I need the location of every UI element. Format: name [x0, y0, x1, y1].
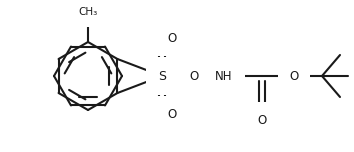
- Text: O: O: [257, 114, 267, 126]
- Text: O: O: [289, 69, 299, 83]
- Text: O: O: [189, 69, 199, 83]
- Text: NH: NH: [215, 69, 233, 83]
- Text: CH₃: CH₃: [78, 7, 98, 17]
- Text: O: O: [167, 31, 177, 45]
- Text: O: O: [167, 107, 177, 121]
- Text: S: S: [158, 69, 166, 83]
